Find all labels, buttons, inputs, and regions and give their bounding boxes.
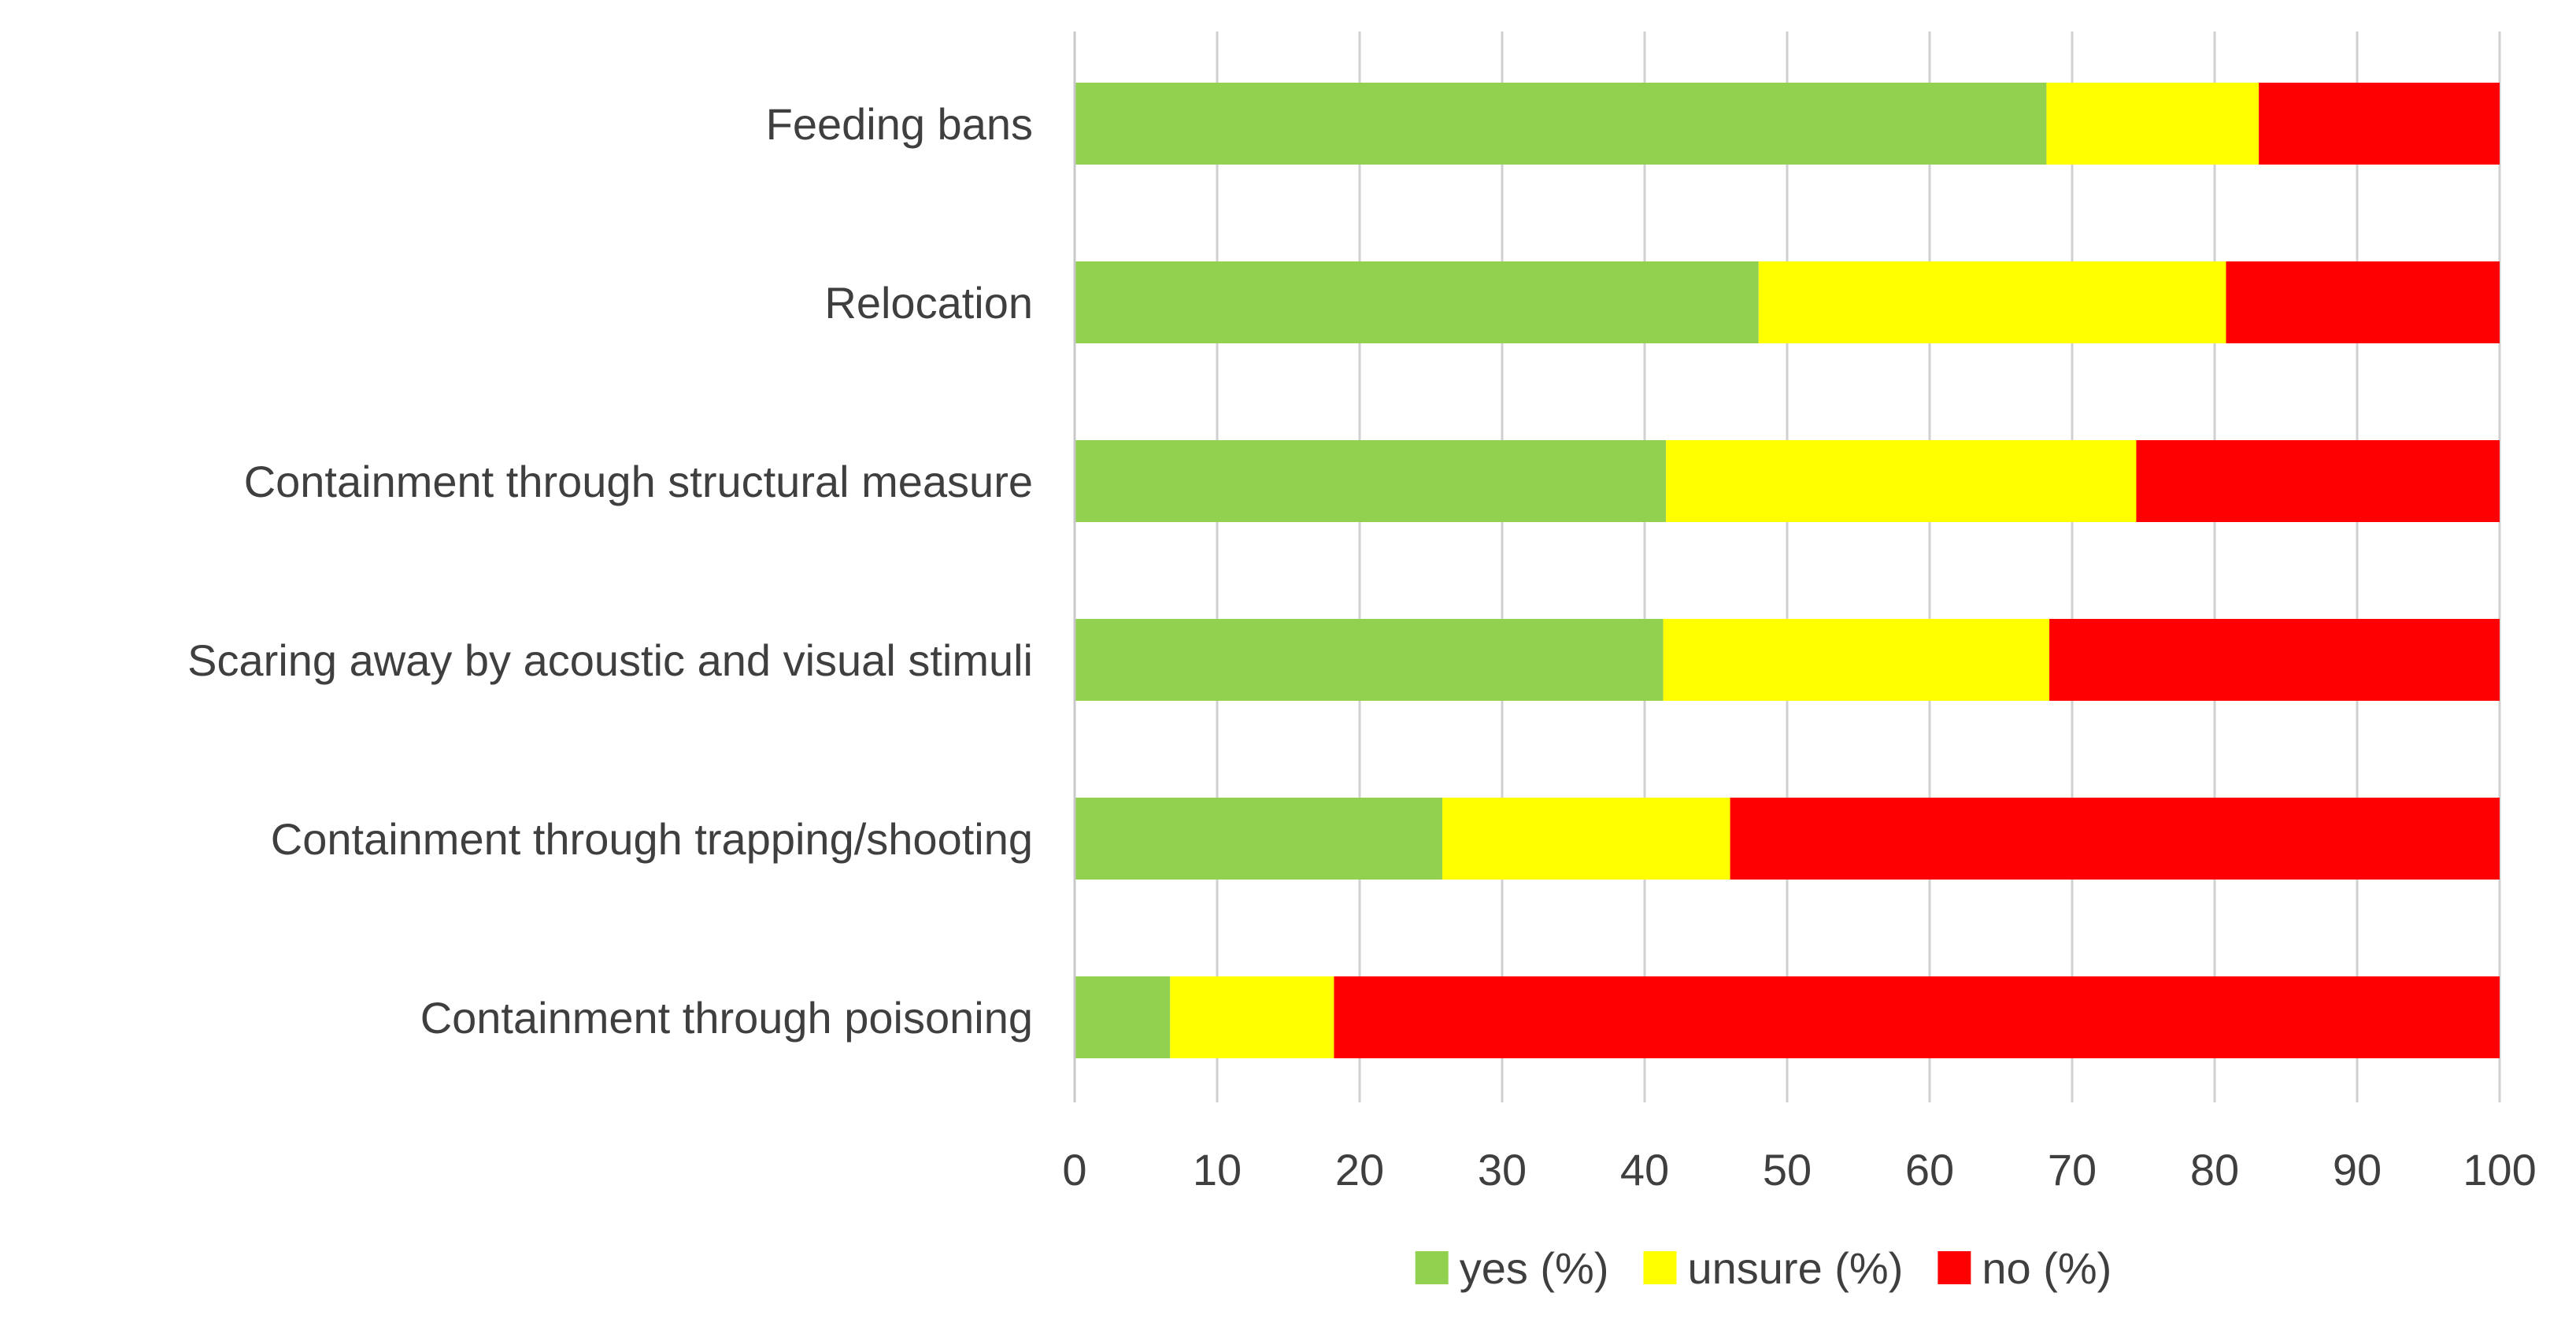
- legend-label-1: yes (%): [1460, 1243, 1609, 1293]
- x-tick-label-60: 60: [1905, 1145, 1954, 1195]
- bar-2-no: [2226, 261, 2500, 343]
- x-tick-label-10: 10: [1193, 1145, 1242, 1195]
- bar-2-unsure: [1758, 261, 2226, 343]
- bar-3-yes: [1075, 440, 1667, 522]
- x-tick-labels: 0 10 20 30 40 50 60 70 80 90 100: [1062, 1145, 2536, 1195]
- category-label-2: Relocation: [824, 278, 1033, 328]
- legend-swatch-2: [1643, 1251, 1677, 1284]
- legend: yes (%) unsure (%) no (%): [1415, 1243, 2112, 1293]
- bar-3-no: [2136, 440, 2500, 522]
- bar-1-no: [2259, 83, 2500, 165]
- x-tick-label-50: 50: [1763, 1145, 1812, 1195]
- x-tick-label-0: 0: [1062, 1145, 1086, 1195]
- bar-1-unsure: [2046, 83, 2260, 165]
- category-label-6: Containment through poisoning: [420, 993, 1033, 1043]
- x-tick-label-30: 30: [1478, 1145, 1527, 1195]
- category-labels: Feeding bans Relocation Containment throug…: [187, 99, 1033, 1043]
- bar-1-yes: [1075, 83, 2047, 165]
- gridlines: [1216, 31, 2501, 1102]
- x-tick-label-80: 80: [2190, 1145, 2239, 1195]
- legend-swatch-1: [1415, 1251, 1449, 1284]
- bar-4-no: [2049, 619, 2500, 701]
- category-label-1: Feeding bans: [766, 99, 1033, 149]
- category-label-5: Containment through trapping/shooting: [271, 814, 1033, 864]
- category-label-3: Containment through structural measure: [244, 457, 1033, 506]
- legend-label-2: unsure (%): [1687, 1243, 1903, 1293]
- category-label-4: Scaring away by acoustic and visual stim…: [187, 635, 1033, 685]
- x-tick-label-90: 90: [2333, 1145, 2382, 1195]
- bar-5-yes: [1075, 798, 1442, 880]
- bar-5-unsure: [1442, 798, 1730, 880]
- bar-5-no: [1730, 798, 2500, 880]
- x-tick-label-100: 100: [2463, 1145, 2536, 1195]
- x-tick-label-70: 70: [2048, 1145, 2097, 1195]
- x-tick-label-40: 40: [1620, 1145, 1669, 1195]
- legend-swatch-3: [1938, 1251, 1971, 1284]
- bar-3-unsure: [1666, 440, 2137, 522]
- bars: [1075, 83, 2500, 1058]
- bar-6-unsure: [1170, 976, 1334, 1058]
- bar-4-yes: [1075, 619, 1664, 701]
- bar-4-unsure: [1663, 619, 2050, 701]
- x-tick-label-20: 20: [1335, 1145, 1384, 1195]
- legend-label-3: no (%): [1982, 1243, 2112, 1293]
- bar-6-yes: [1075, 976, 1171, 1058]
- bar-2-yes: [1075, 261, 1759, 343]
- bar-6-no: [1334, 976, 2500, 1058]
